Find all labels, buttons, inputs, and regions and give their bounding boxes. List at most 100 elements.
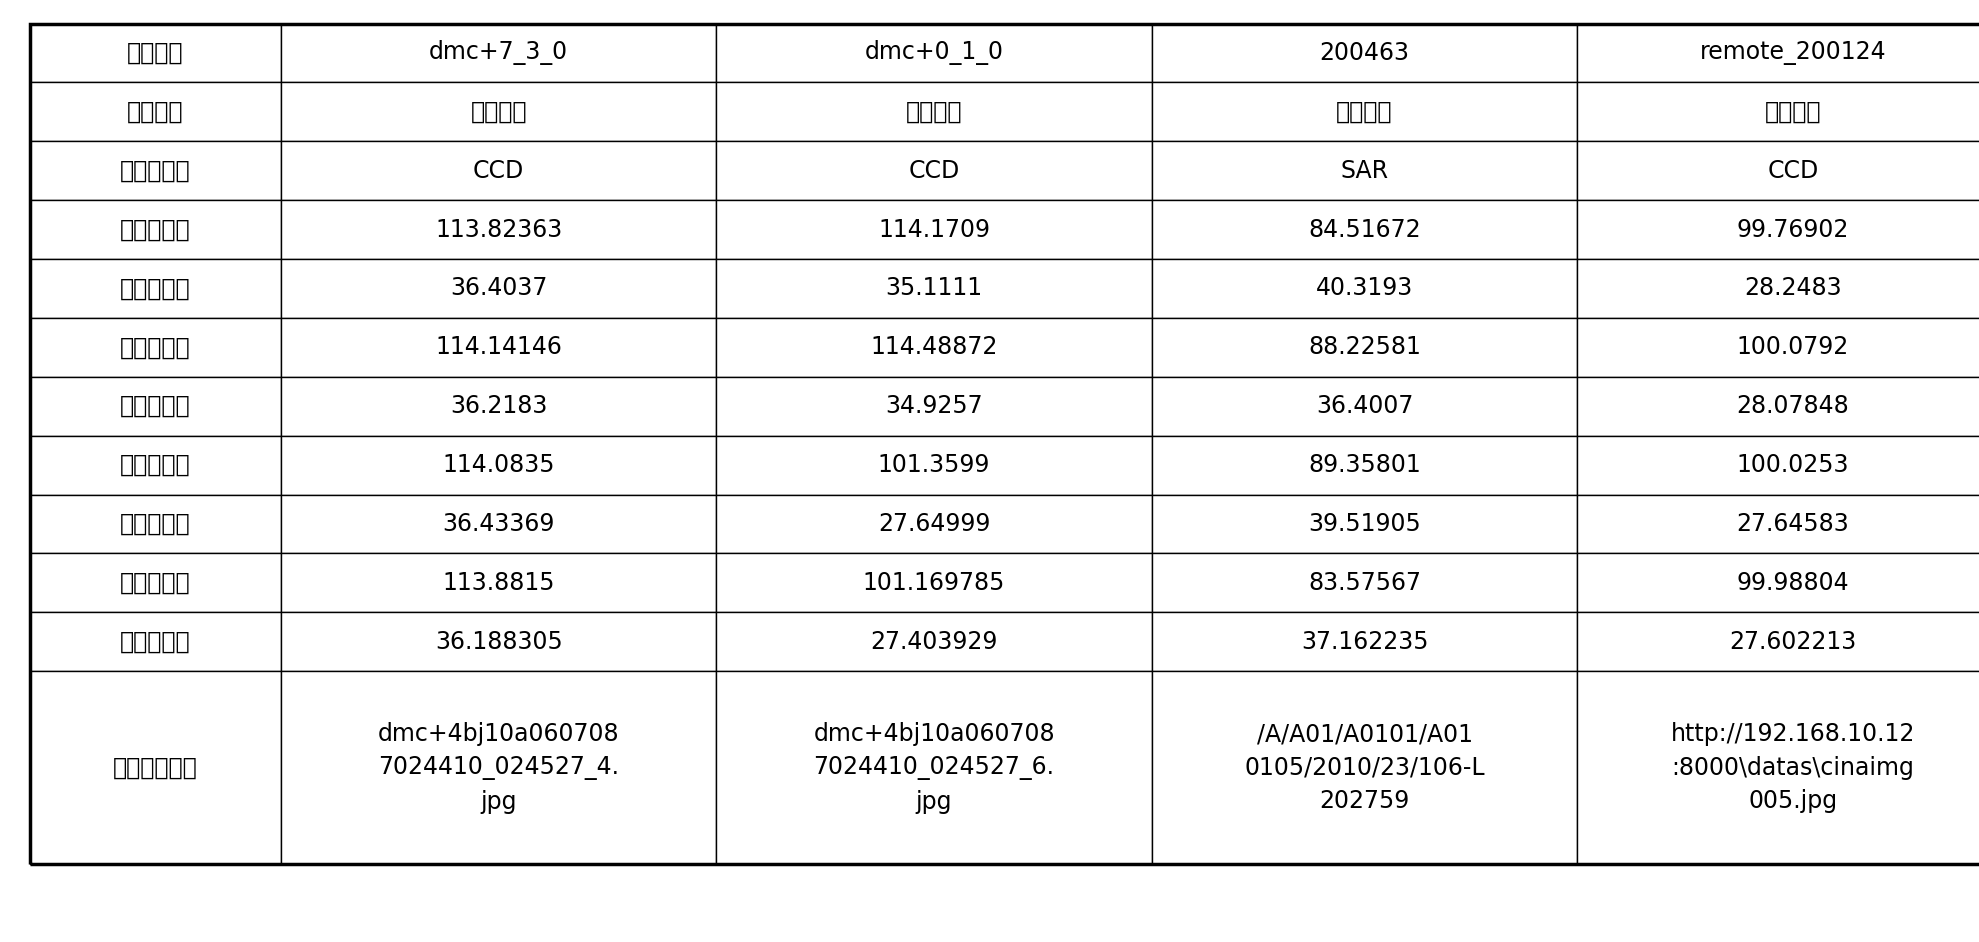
Bar — [716, 554, 1152, 612]
Bar — [281, 377, 716, 435]
Bar — [281, 554, 716, 612]
Bar — [30, 318, 281, 377]
Text: 83.57567: 83.57567 — [1308, 571, 1421, 594]
Text: 100.0792: 100.0792 — [1738, 335, 1848, 359]
Text: dmc+4bj10a060708
7024410_024527_4.
jpg: dmc+4bj10a060708 7024410_024527_4. jpg — [378, 722, 619, 814]
Text: 114.1709: 114.1709 — [879, 218, 990, 241]
Text: 左上角经度: 左上角经度 — [121, 218, 190, 241]
Bar — [1152, 435, 1577, 495]
Text: dmc+7_3_0: dmc+7_3_0 — [429, 41, 568, 66]
Bar — [1152, 495, 1577, 554]
Text: http://192.168.10.12
:8000\datas\cinaimg
005.jpg: http://192.168.10.12 :8000\datas\cinaimg… — [1670, 723, 1916, 813]
Text: CCD: CCD — [473, 159, 524, 183]
Text: 36.2183: 36.2183 — [449, 395, 548, 418]
Text: 右上角纬度: 右上角纬度 — [121, 512, 190, 536]
Text: 27.403929: 27.403929 — [871, 630, 997, 654]
Text: 34.9257: 34.9257 — [885, 395, 984, 418]
Text: 27.64999: 27.64999 — [879, 512, 990, 536]
Text: dmc+0_1_0: dmc+0_1_0 — [865, 41, 1003, 66]
Text: 101.169785: 101.169785 — [863, 571, 1005, 594]
Text: 99.98804: 99.98804 — [1738, 571, 1848, 594]
Text: 36.188305: 36.188305 — [435, 630, 562, 654]
Text: 减灾中心: 减灾中心 — [1336, 100, 1393, 123]
Bar — [1577, 201, 1979, 259]
Bar — [716, 377, 1152, 435]
Bar — [281, 24, 716, 83]
Bar — [281, 201, 716, 259]
Text: 39.51905: 39.51905 — [1308, 512, 1421, 536]
Bar — [30, 141, 281, 201]
Bar — [1152, 377, 1577, 435]
Bar — [30, 671, 281, 865]
Text: 36.4007: 36.4007 — [1316, 395, 1413, 418]
Text: 28.07848: 28.07848 — [1738, 395, 1848, 418]
Bar — [281, 612, 716, 671]
Bar — [30, 377, 281, 435]
Text: 27.602213: 27.602213 — [1730, 630, 1856, 654]
Bar — [281, 435, 716, 495]
Bar — [30, 554, 281, 612]
Bar — [1152, 24, 1577, 83]
Bar — [716, 24, 1152, 83]
Bar — [281, 83, 716, 141]
Bar — [30, 435, 281, 495]
Text: 右下角纬度: 右下角纬度 — [121, 395, 190, 418]
Text: 114.48872: 114.48872 — [871, 335, 997, 359]
Text: 100.0253: 100.0253 — [1738, 453, 1848, 477]
Bar — [30, 24, 1979, 865]
Bar — [30, 495, 281, 554]
Bar — [1152, 201, 1577, 259]
Text: 影像下载地址: 影像下载地址 — [113, 755, 198, 780]
Text: 88.22581: 88.22581 — [1308, 335, 1421, 359]
Bar — [1577, 259, 1979, 318]
Text: 28.2483: 28.2483 — [1743, 277, 1842, 300]
Text: 35.1111: 35.1111 — [885, 277, 984, 300]
Text: 北京一号: 北京一号 — [471, 100, 526, 123]
Text: 左上角纬度: 左上角纬度 — [121, 277, 190, 300]
Bar — [281, 141, 716, 201]
Bar — [716, 83, 1152, 141]
Bar — [1152, 259, 1577, 318]
Bar — [281, 259, 716, 318]
Text: 数据中心: 数据中心 — [127, 100, 184, 123]
Bar — [716, 318, 1152, 377]
Text: 右下角纬度: 右下角纬度 — [121, 630, 190, 654]
Text: 113.8815: 113.8815 — [443, 571, 554, 594]
Bar — [281, 318, 716, 377]
Bar — [1577, 24, 1979, 83]
Bar — [1577, 554, 1979, 612]
Text: SAR: SAR — [1340, 159, 1389, 183]
Bar — [1577, 83, 1979, 141]
Bar — [716, 141, 1152, 201]
Text: remote_200124: remote_200124 — [1700, 41, 1886, 65]
Bar — [716, 259, 1152, 318]
Text: CCD: CCD — [1767, 159, 1819, 183]
Bar — [1152, 554, 1577, 612]
Bar — [716, 671, 1152, 865]
Text: 北京一号: 北京一号 — [906, 100, 962, 123]
Text: 40.3193: 40.3193 — [1316, 277, 1413, 300]
Bar — [1152, 671, 1577, 865]
Bar — [1152, 612, 1577, 671]
Text: 36.4037: 36.4037 — [449, 277, 548, 300]
Bar — [1577, 612, 1979, 671]
Text: 101.3599: 101.3599 — [879, 453, 990, 477]
Bar — [1577, 377, 1979, 435]
Bar — [1577, 141, 1979, 201]
Text: 113.82363: 113.82363 — [435, 218, 562, 241]
Bar — [716, 435, 1152, 495]
Text: /A/A01/A0101/A01
0105/2010/23/106-L
202759: /A/A01/A0101/A01 0105/2010/23/106-L 2027… — [1245, 723, 1484, 813]
Bar — [1577, 435, 1979, 495]
Bar — [30, 259, 281, 318]
Text: 传感器类型: 传感器类型 — [121, 159, 190, 183]
Bar — [281, 671, 716, 865]
Text: dmc+4bj10a060708
7024410_024527_6.
jpg: dmc+4bj10a060708 7024410_024527_6. jpg — [813, 722, 1055, 814]
Bar — [30, 83, 281, 141]
Bar — [716, 495, 1152, 554]
Bar — [30, 612, 281, 671]
Text: 36.43369: 36.43369 — [443, 512, 554, 536]
Text: 99.76902: 99.76902 — [1738, 218, 1848, 241]
Text: 27.64583: 27.64583 — [1738, 512, 1848, 536]
Text: 右上角经度: 右上角经度 — [121, 453, 190, 477]
Text: 114.14146: 114.14146 — [435, 335, 562, 359]
